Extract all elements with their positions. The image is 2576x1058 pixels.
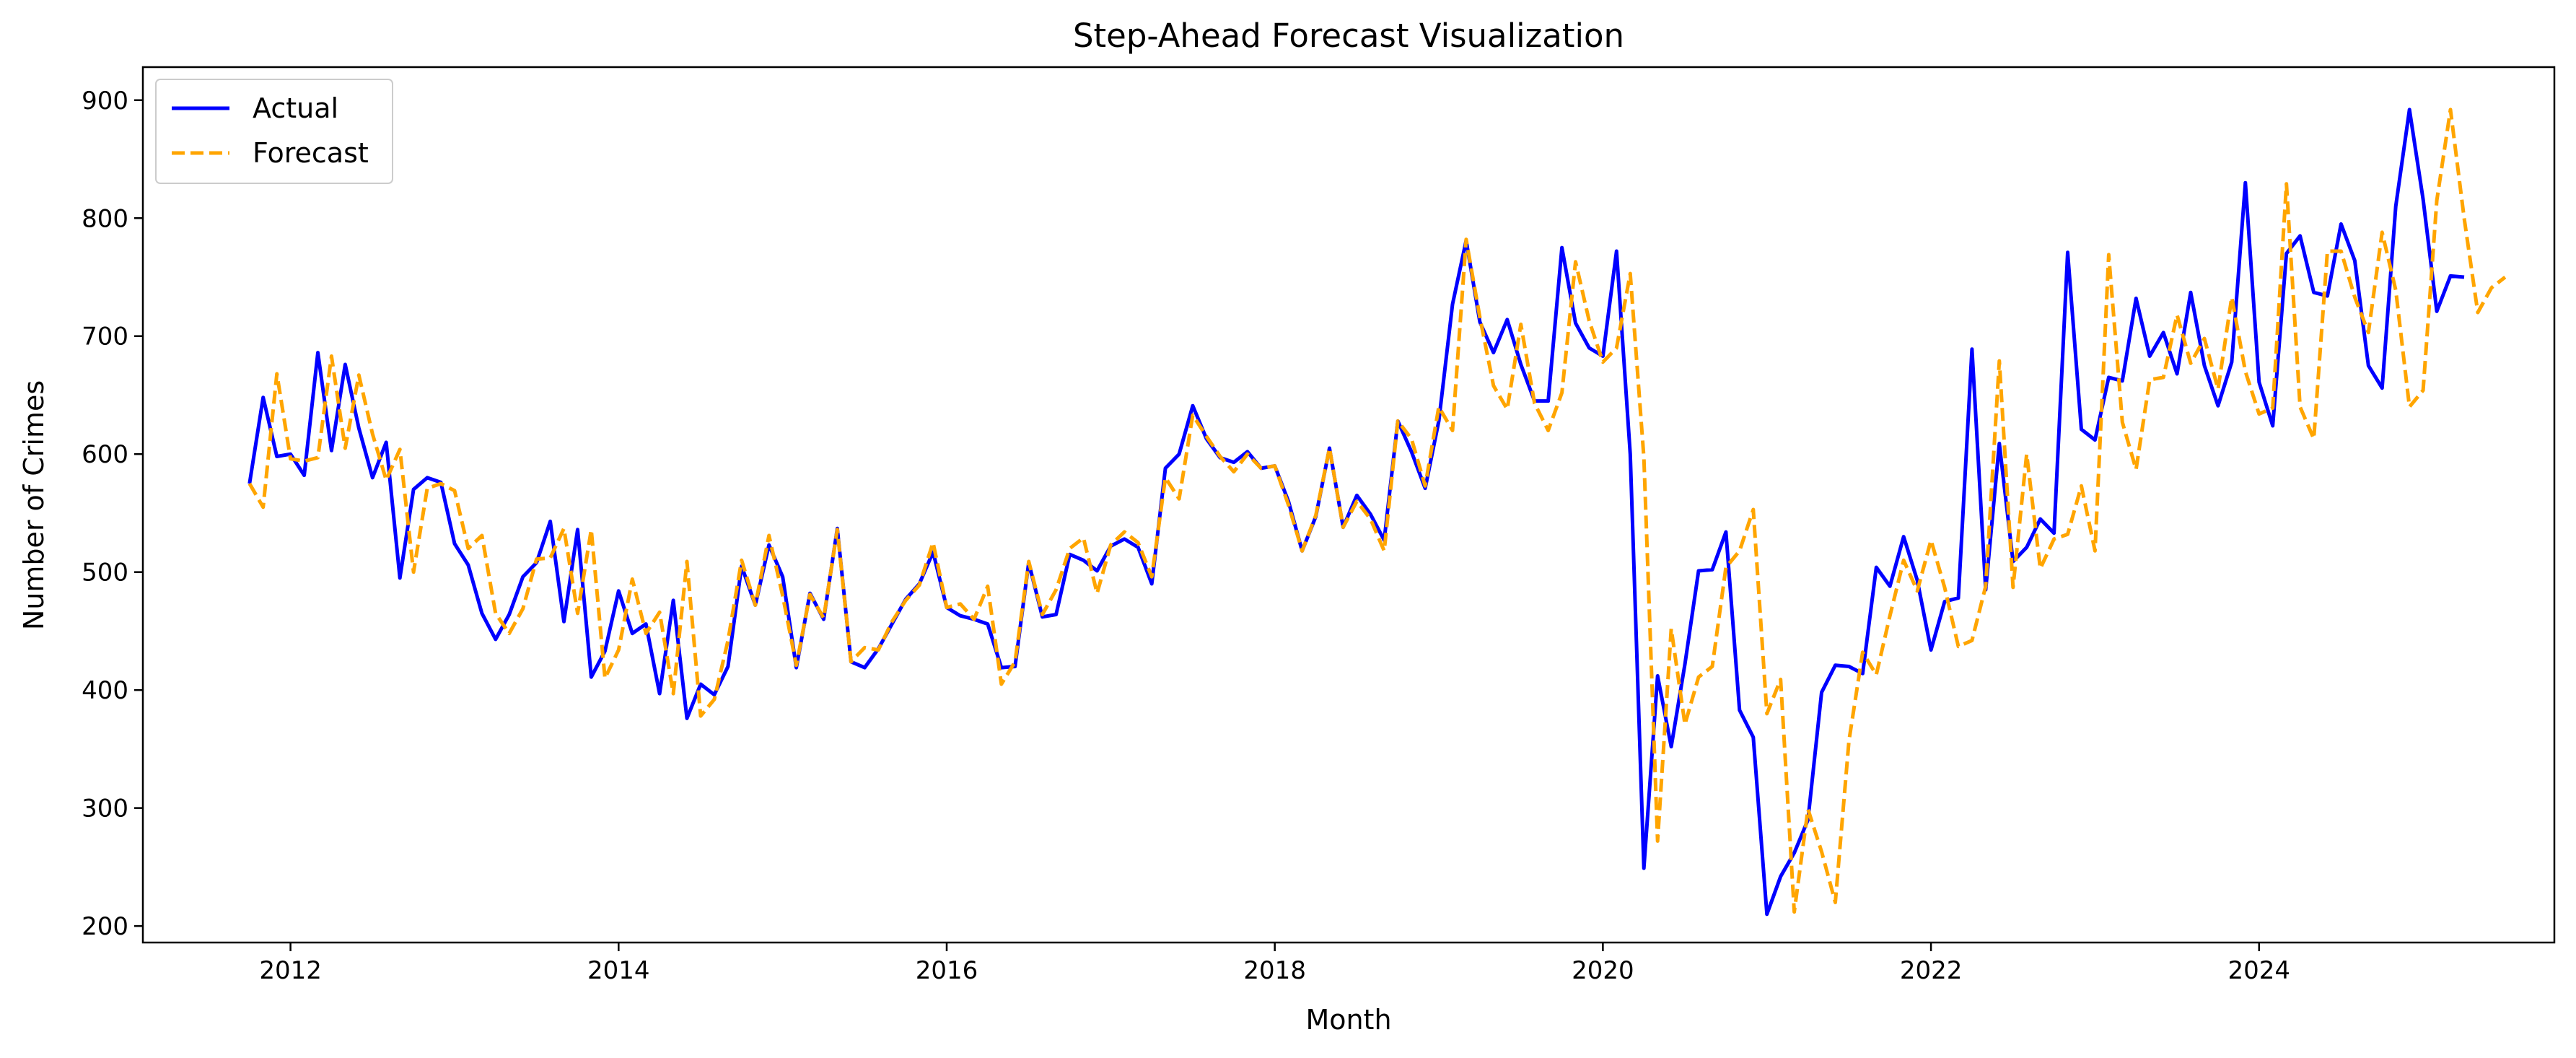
y-tick-label: 600 — [82, 440, 128, 469]
x-axis-label: Month — [1305, 1004, 1391, 1036]
x-tick-label: 2014 — [587, 956, 650, 985]
legend: Actual Forecast — [155, 79, 393, 184]
x-tick-label: 2012 — [259, 956, 322, 985]
y-tick-label: 200 — [82, 912, 128, 941]
series-layer — [247, 108, 2507, 917]
x-tick-label: 2018 — [1243, 956, 1306, 985]
x-tick-label: 2016 — [916, 956, 978, 985]
x-tick-label: 2020 — [1572, 956, 1634, 985]
x-tick-label: 2022 — [1900, 956, 1963, 985]
legend-box — [155, 79, 393, 184]
plot-frame — [141, 66, 2556, 944]
y-tick-label: 700 — [82, 323, 128, 351]
y-axis-ticks: 200 300 400 500 600 700 800 900 — [82, 87, 143, 941]
y-axis-label: Number of Crimes — [18, 380, 50, 630]
x-axis-ticks: 2012 2014 2016 2018 2020 2022 2024 — [259, 943, 2290, 985]
series-line-forecast — [247, 108, 2507, 914]
legend-actual-label: Actual — [253, 92, 338, 124]
chart-title: Step-Ahead Forecast Visualization — [1073, 17, 1624, 55]
series-line-actual — [247, 108, 2465, 917]
x-tick-label: 2024 — [2228, 956, 2291, 985]
y-tick-label: 900 — [82, 87, 128, 115]
y-tick-label: 400 — [82, 676, 128, 705]
plot-area: 2012 2014 2016 2018 2020 2022 2024 200 300 400 50… — [82, 66, 2556, 985]
legend-forecast-label: Forecast — [253, 137, 369, 169]
y-tick-label: 500 — [82, 559, 128, 587]
y-tick-label: 800 — [82, 204, 128, 233]
y-tick-label: 300 — [82, 795, 128, 823]
